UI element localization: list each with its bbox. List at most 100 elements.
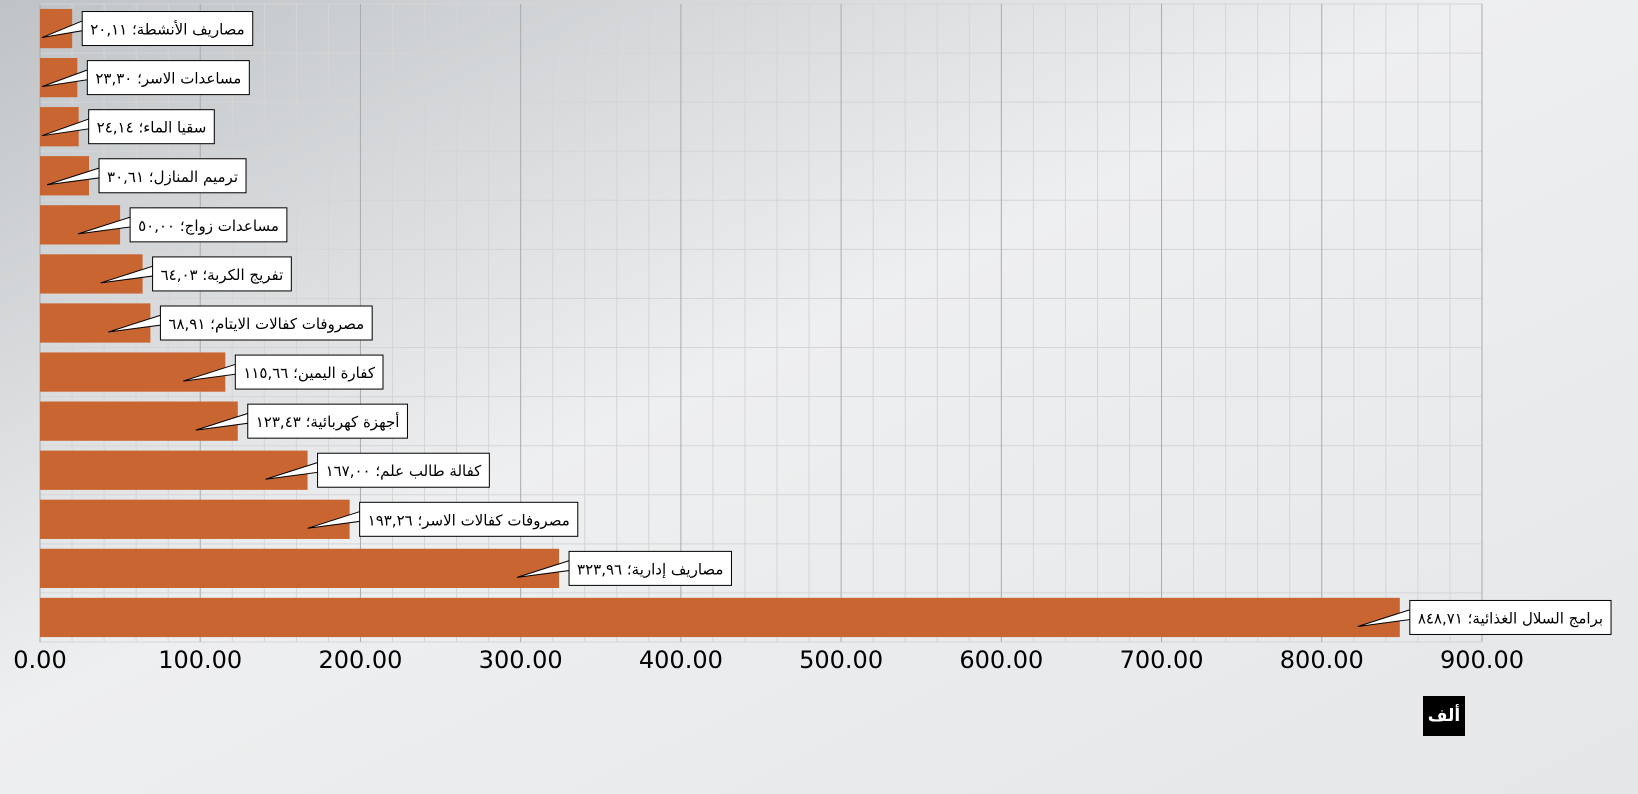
category-label: كفالة طالب علم (380, 462, 482, 480)
category-label: أجهزة كهربائية (310, 412, 399, 431)
callout-box (317, 452, 490, 488)
data-label-text: أجهزة كهربائية؛ ١٢٣,٤٣ (256, 412, 400, 431)
data-label: مصروفات كفالات الايتام؛ ٦٨,٩١ (108, 305, 373, 341)
x-tick-label: 200.00 (318, 646, 402, 674)
value-label: ٦٤,٠٣ (161, 265, 198, 283)
x-tick-label: 0.00 (13, 646, 66, 674)
x-tick-label: 900.00 (1440, 646, 1524, 674)
data-label-text: مصروفات كفالات الاسر؛ ١٩٣,٢٦ (368, 511, 570, 529)
callout-box (98, 158, 247, 194)
callout-box (81, 11, 254, 47)
unit-label-box (1423, 696, 1465, 736)
data-label: برامج السلال الغذائية؛ ٨٤٨,٧١ (1357, 599, 1612, 635)
bar (40, 450, 308, 490)
data-label-text: مصاريف الأنشطة؛ ٢٠,١١ (90, 19, 245, 38)
bar (40, 548, 560, 589)
label-separator: ؛ (134, 118, 144, 136)
bar (40, 499, 350, 539)
value-label: ٢٤,١٤ (97, 118, 134, 136)
value-label: ٦٨,٩١ (168, 315, 205, 333)
label-separator: ؛ (371, 462, 381, 480)
unit-label: ألف (1428, 704, 1460, 726)
x-axis: 0.00 100.00 200.00 300.00 400.00 500.00 600.00… (13, 646, 1524, 736)
label-separator: ؛ (205, 315, 215, 333)
x-tick-label: 800.00 (1280, 646, 1364, 674)
data-label-text: تفريج الكربة؛ ٦٤,٠٣ (161, 265, 284, 283)
category-label: كفارة اليمين (298, 364, 376, 382)
data-label-text: كفالة طالب علم؛ ١٦٧,٠٠ (326, 462, 483, 480)
label-separator: ؛ (301, 413, 311, 431)
callout-box (129, 207, 288, 243)
category-label: سقيا الماء (143, 118, 206, 136)
data-label: كفارة اليمين؛ ١١٥,٦٦ (183, 354, 384, 390)
bar (40, 597, 1400, 638)
category-label: مصاريف الأنشطة (137, 19, 245, 38)
x-tick-label: 100.00 (158, 646, 242, 674)
data-label-text: مصروفات كفالات الايتام؛ ٦٨,٩١ (168, 315, 364, 333)
category-label: مساعدات الاسر (141, 69, 241, 87)
x-tick-label: 600.00 (959, 646, 1043, 674)
callout-box (247, 403, 408, 439)
value-label: ١٢٣,٤٣ (256, 413, 301, 431)
data-label-text: مصاريف إدارية؛ ٣٢٣,٩٦ (577, 560, 723, 578)
label-separator: ؛ (132, 69, 142, 87)
callout-box (359, 501, 579, 537)
label-separator: ؛ (413, 511, 423, 529)
value-label: ٣٠,٦١ (107, 167, 144, 185)
category-label: مصروفات كفالات الاسر (421, 511, 570, 529)
data-label: مساعدات زواج؛ ٥٠,٠٠ (77, 207, 288, 243)
label-separator: ؛ (175, 216, 185, 234)
category-label: مساعدات زواج (185, 216, 279, 235)
category-label: تفريج الكربة (207, 265, 283, 283)
category-label: مصروفات كفالات الايتام (215, 315, 364, 333)
data-label-text: برامج السلال الغذائية؛ ٨٤٨,٧١ (1418, 609, 1603, 627)
bar (40, 401, 238, 441)
label-separator: ؛ (622, 560, 632, 578)
data-label: مصاريف الأنشطة؛ ٢٠,١١ (41, 11, 254, 47)
callout-box (152, 256, 292, 292)
data-label-text: مساعدات الاسر؛ ٢٣,٣٠ (95, 69, 241, 87)
data-label: مصاريف إدارية؛ ٣٢٣,٩٦ (516, 550, 732, 586)
data-label-text: ترميم المنازل؛ ٣٠,٦١ (107, 167, 238, 185)
data-label: سقيا الماء؛ ٢٤,١٤ (41, 109, 215, 145)
label-separator: ؛ (288, 364, 298, 382)
data-label: أجهزة كهربائية؛ ١٢٣,٤٣ (195, 403, 408, 439)
data-label-text: كفارة اليمين؛ ١١٥,٦٦ (243, 364, 376, 382)
category-label: برامج السلال الغذائية (1472, 609, 1603, 627)
data-label: تفريج الكربة؛ ٦٤,٠٣ (100, 256, 292, 292)
value-label: ٣٢٣,٩٦ (577, 560, 622, 578)
value-label: ٥٠,٠٠ (138, 216, 175, 234)
x-tick-label: 700.00 (1120, 646, 1204, 674)
value-label: ٨٤٨,٧١ (1418, 609, 1463, 627)
value-label: ١٩٣,٢٦ (368, 511, 413, 529)
bar (40, 303, 151, 343)
data-label: مصروفات كفالات الاسر؛ ١٩٣,٢٦ (307, 501, 579, 537)
value-label: ١٦٧,٠٠ (326, 462, 371, 480)
bar (40, 352, 226, 392)
callout-box (86, 60, 250, 96)
data-label: مساعدات الاسر؛ ٢٣,٣٠ (41, 60, 250, 96)
callout-box (1409, 599, 1612, 635)
data-label: ترميم المنازل؛ ٣٠,٦١ (46, 158, 247, 194)
value-label: ٢٠,١١ (90, 20, 127, 38)
data-label-text: مساعدات زواج؛ ٥٠,٠٠ (138, 216, 279, 235)
x-tick-label: 300.00 (479, 646, 563, 674)
x-tick-label: 400.00 (639, 646, 723, 674)
category-label: مصاريف إدارية (632, 560, 724, 578)
bar (40, 254, 143, 294)
value-label: ٢٣,٣٠ (95, 69, 132, 87)
label-separator: ؛ (198, 265, 208, 283)
label-separator: ؛ (144, 167, 154, 185)
callout-box (88, 109, 215, 145)
data-label-text: سقيا الماء؛ ٢٤,١٤ (97, 118, 207, 136)
x-tick-label: 500.00 (799, 646, 883, 674)
label-separator: ؛ (127, 20, 137, 38)
callout-box (568, 550, 732, 586)
callout-box (159, 305, 373, 341)
data-label: كفالة طالب علم؛ ١٦٧,٠٠ (265, 452, 490, 488)
callout-box (234, 354, 384, 390)
value-label: ١١٥,٦٦ (243, 364, 288, 382)
category-label: ترميم المنازل (154, 167, 238, 185)
